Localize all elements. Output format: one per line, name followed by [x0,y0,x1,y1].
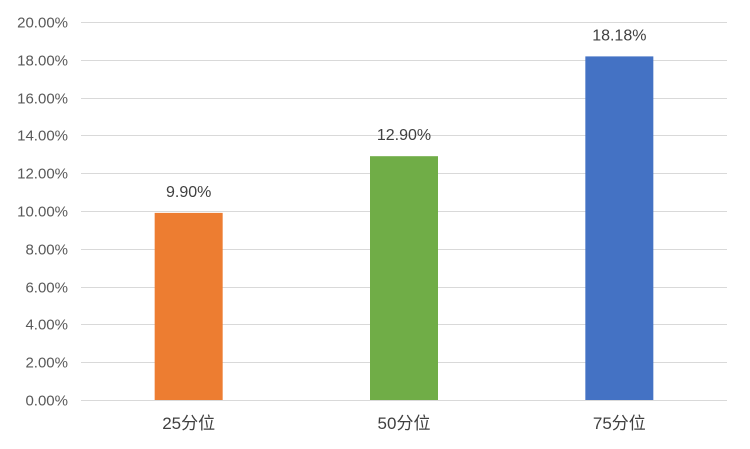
y-tick-label: 14.00% [17,128,68,145]
bar-1 [154,212,223,400]
y-tick-label: 8.00% [25,242,68,259]
data-label-3: 18.18% [592,27,646,44]
y-tick-label: 4.00% [25,317,68,334]
bar-2 [370,156,438,400]
y-tick-label: 6.00% [25,280,68,297]
bars [154,56,654,400]
data-label-1: 9.90% [166,184,211,201]
data-label-2: 12.90% [377,127,431,144]
y-tick-label: 0.00% [25,393,68,410]
y-tick-label: 12.00% [17,166,68,183]
x-category-label-3: 75分位 [593,414,646,433]
bar-3 [585,56,654,400]
y-tick-label: 10.00% [17,204,68,221]
data-labels: 9.90% 12.90% 18.18% [166,27,646,200]
x-axis-category-labels: 25分位 50分位 75分位 [162,414,646,433]
x-category-label-1: 25分位 [162,414,215,433]
y-tick-label: 18.00% [17,53,68,70]
x-category-label-2: 50分位 [378,414,431,433]
y-tick-label: 20.00% [17,15,68,32]
y-axis-tick-labels: 0.00% 2.00% 4.00% 6.00% 8.00% 10.00% 12.00% 14.… [17,15,68,410]
y-tick-label: 16.00% [17,91,68,108]
y-tick-label: 2.00% [25,355,68,372]
